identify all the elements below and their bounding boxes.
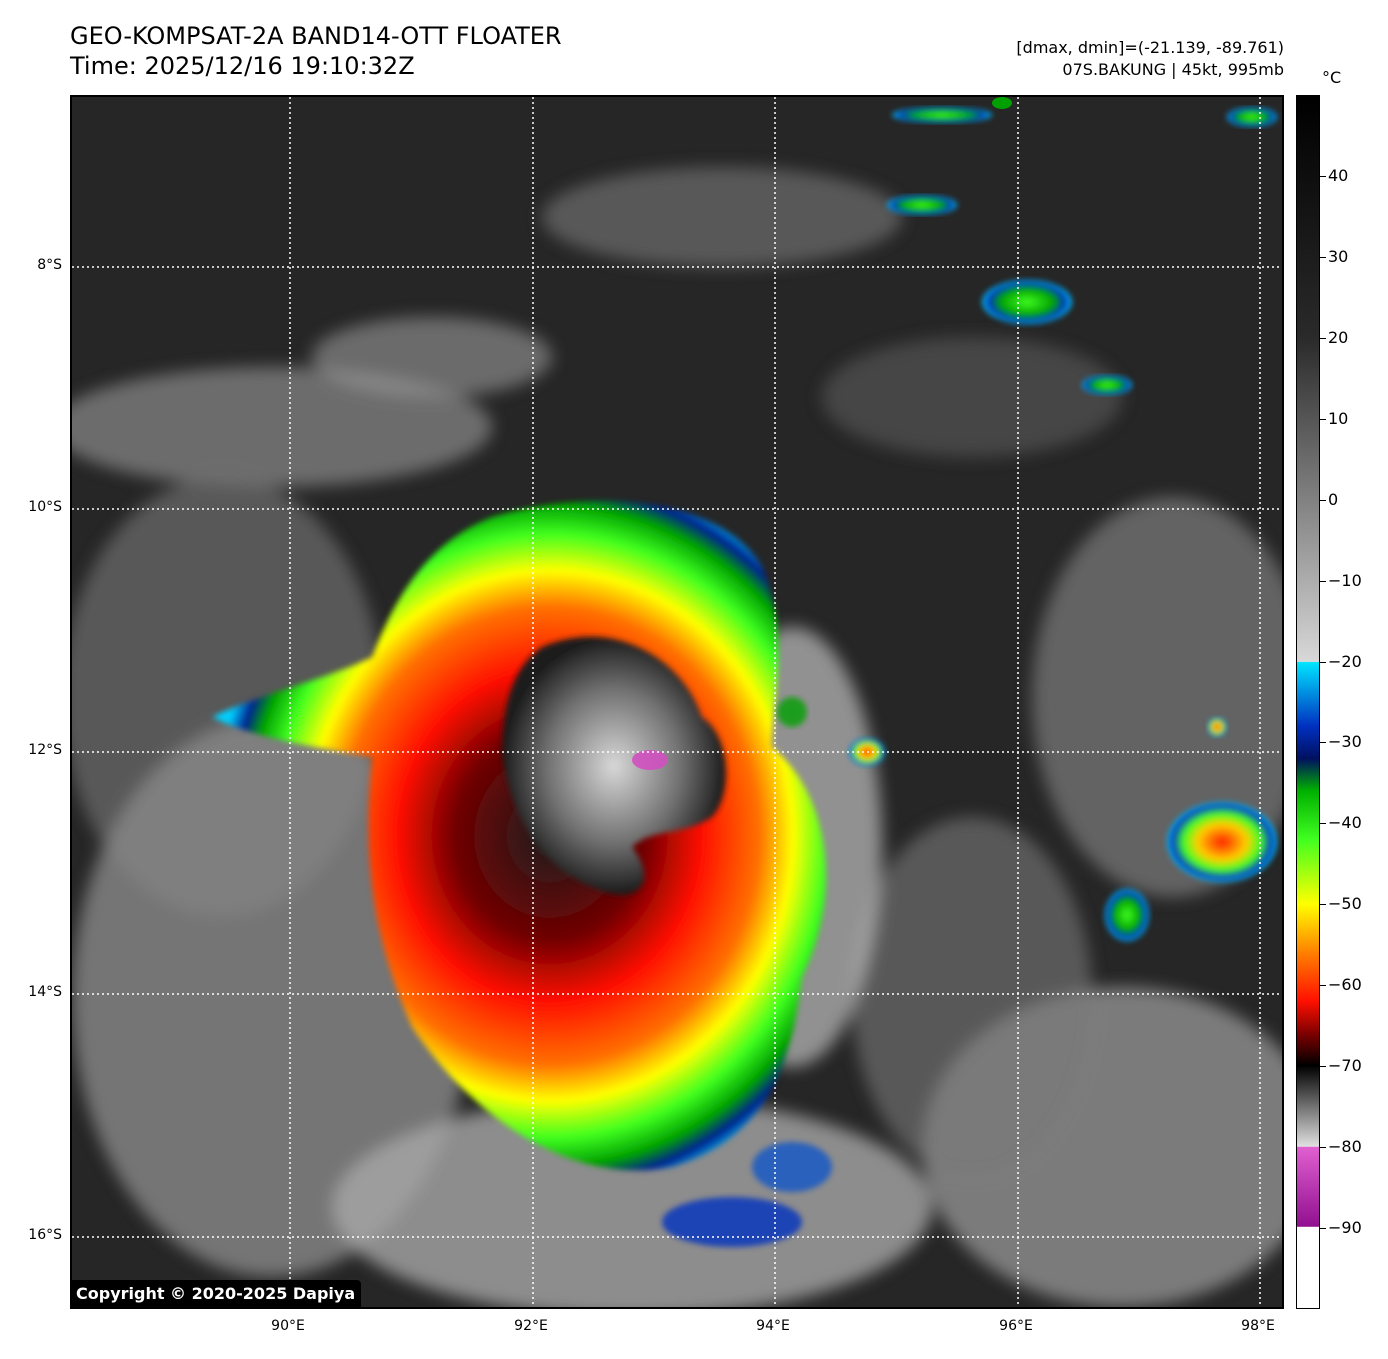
lon-label-92e: 92°E — [514, 1318, 548, 1334]
colorbar-tick — [1320, 661, 1326, 663]
background-clouds — [72, 167, 1282, 1307]
colorbar-tick-label: −10 — [1328, 570, 1362, 590]
lon-label-90e: 90°E — [271, 1318, 305, 1334]
colorbar-tick — [1320, 580, 1326, 582]
storm-info: 07S.BAKUNG | 45kt, 995mb — [1062, 60, 1284, 79]
colorbar-tick-label: −80 — [1328, 1137, 1362, 1157]
colorbar-tick — [1320, 985, 1326, 987]
colorbar-tick-label: −20 — [1328, 651, 1362, 671]
colorbar-tick-label: −70 — [1328, 1056, 1362, 1076]
satellite-map — [70, 95, 1284, 1309]
cyclone-cdo — [212, 501, 826, 1171]
colorbar-tick — [1320, 418, 1326, 420]
copyright-label: Copyright © 2020-2025 Dapiya — [70, 1280, 362, 1307]
colorbar-tick — [1320, 175, 1326, 177]
lon-label-96e: 96°E — [999, 1318, 1033, 1334]
lat-label-16s: 16°S — [28, 1227, 62, 1243]
colorbar-tick — [1320, 1066, 1326, 1068]
lat-label-12s: 12°S — [28, 742, 62, 758]
temperature-range: [dmax, dmin]=(-21.139, -89.761) — [1016, 38, 1284, 57]
figure-time: Time: 2025/12/16 19:10:32Z — [70, 52, 415, 80]
colorbar-tick-label: 30 — [1328, 246, 1349, 266]
colorbar-tick — [1320, 742, 1326, 744]
colorbar-tick-label: 0 — [1328, 489, 1339, 509]
colorbar-tick — [1320, 823, 1326, 825]
lat-label-14s: 14°S — [28, 984, 62, 1000]
satellite-imagery — [72, 97, 1282, 1307]
colorbar-tick — [1320, 337, 1326, 339]
lon-label-98e: 98°E — [1241, 1318, 1275, 1334]
colorbar-tick — [1320, 904, 1326, 906]
colorbar-tick-label: 20 — [1328, 327, 1349, 347]
colorbar-tick-label: −30 — [1328, 732, 1362, 752]
lat-label-10s: 10°S — [28, 499, 62, 515]
colorbar-tick — [1320, 499, 1326, 501]
lat-label-8s: 8°S — [37, 257, 62, 273]
colorbar-tick — [1320, 1147, 1326, 1149]
graticule — [72, 97, 1282, 1307]
colorbar-tick — [1320, 256, 1326, 258]
colorbar-tick-label: −50 — [1328, 894, 1362, 914]
colorbar-tick-label: −60 — [1328, 975, 1362, 995]
lon-label-94e: 94°E — [756, 1318, 790, 1334]
colorbar-unit: °C — [1322, 68, 1342, 87]
colorbar-tick-label: 40 — [1328, 165, 1349, 185]
figure-title: GEO-KOMPSAT-2A BAND14-OTT FLOATER — [70, 22, 562, 50]
colorbar-tick — [1320, 1228, 1326, 1230]
colorbar — [1296, 95, 1320, 1309]
colorbar-tick-label: −90 — [1328, 1218, 1362, 1238]
colorbar-tick-label: −40 — [1328, 813, 1362, 833]
colorbar-tick-label: 10 — [1328, 408, 1349, 428]
convective-cells — [662, 97, 1277, 1247]
